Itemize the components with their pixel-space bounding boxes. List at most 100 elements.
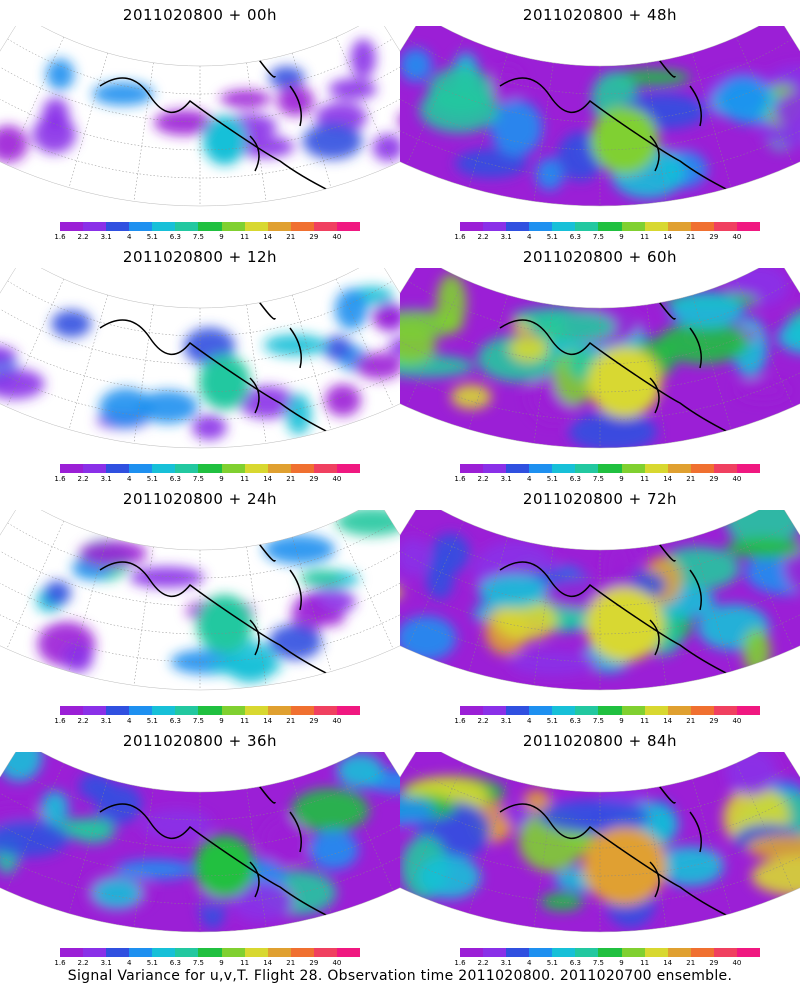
colorbar-label: 6.3 — [569, 475, 581, 483]
map-panel: 2011020800 + 12h 1.6 2.2 3.1 4 5.1 6.3 7.5 9 11 14… — [0, 242, 400, 484]
colorbar-swatch — [60, 706, 84, 715]
colorbar-swatch — [575, 948, 599, 957]
colorbar-swatch — [713, 706, 737, 715]
coastline — [99, 532, 331, 676]
colorbar-label: 9 — [619, 717, 624, 725]
colorbar-swatch — [575, 464, 599, 473]
colorbar-label: 5.1 — [546, 233, 558, 241]
colorbar-swatch — [313, 464, 337, 473]
colorbar-label: 2.2 — [477, 717, 489, 725]
colorbar-swatch — [552, 948, 576, 957]
colorbar-label: 40 — [732, 717, 742, 725]
map-panel: 2011020800 + 36h 1.6 2.2 3.1 4 5.1 6.3 7.5 9 11 14… — [0, 726, 400, 968]
colorbar-swatch — [529, 464, 553, 473]
colorbar-label: 3.1 — [500, 233, 512, 241]
colorbar-label: 1.6 — [54, 233, 66, 241]
colorbar-swatch — [221, 222, 245, 231]
colorbar-swatch — [713, 464, 737, 473]
colorbar-label: 7.5 — [592, 475, 605, 483]
colorbar-swatch — [552, 706, 576, 715]
colorbar — [460, 948, 761, 957]
colorbar-label: 40 — [332, 475, 342, 483]
colorbar-label: 3.1 — [100, 717, 112, 725]
colorbar-label: 4 — [526, 717, 532, 725]
colorbar-swatch — [244, 222, 268, 231]
map-plot — [400, 26, 800, 207]
colorbar-label: 5.1 — [146, 475, 158, 483]
colorbar-swatch — [506, 706, 530, 715]
colorbar-label: 3.1 — [100, 475, 112, 483]
colorbar-label: 3.1 — [500, 959, 512, 967]
colorbar-swatch — [529, 222, 553, 231]
colorbar-swatch — [221, 948, 245, 957]
map-plot — [0, 510, 400, 691]
colorbar-label: 1.6 — [454, 233, 466, 241]
colorbar-label: 6.3 — [569, 959, 581, 967]
colorbar-swatch — [267, 464, 291, 473]
figure-caption: Signal Variance for u,v,T. Flight 28. Ob… — [67, 968, 733, 984]
colorbar-label: 29 — [309, 233, 319, 241]
colorbar-swatch — [736, 222, 761, 231]
coastline — [499, 48, 731, 192]
colorbar-label: 21 — [286, 233, 296, 241]
map-panel: 2011020800 + 00h 1.6 2.2 3.1 4 5.1 6.3 7.5 9 11 14… — [0, 0, 400, 242]
panel-title: 2011020800 + 84h — [522, 732, 678, 750]
colorbar-swatch — [736, 464, 761, 473]
colorbar-label: 2.2 — [77, 959, 89, 967]
colorbar-label: 5.1 — [546, 475, 558, 483]
colorbar-swatch — [460, 222, 484, 231]
colorbar-label: 7.5 — [192, 233, 205, 241]
colorbar-swatch — [244, 948, 268, 957]
colorbar-swatch — [152, 948, 176, 957]
colorbar-label: 14 — [263, 475, 273, 483]
colorbar — [60, 464, 361, 473]
colorbar-label: 40 — [332, 717, 342, 725]
colorbar-label: 1.6 — [454, 959, 466, 967]
colorbar-swatch — [175, 464, 199, 473]
map-plot — [400, 510, 800, 691]
colorbar-swatch — [313, 222, 337, 231]
colorbar-label: 1.6 — [454, 475, 466, 483]
colorbar-swatch — [529, 948, 553, 957]
colorbar-label: 9 — [219, 233, 224, 241]
colorbar-label: 29 — [309, 717, 319, 725]
map-panel: 2011020800 + 72h 1.6 2.2 3.1 4 5.1 6.3 7.5 9 11 14… — [400, 484, 800, 726]
colorbar-swatch — [483, 222, 507, 231]
colorbar-label: 4 — [526, 959, 532, 967]
colorbar-label: 29 — [709, 475, 719, 483]
colorbar-label: 21 — [686, 959, 696, 967]
colorbar-label: 4 — [126, 717, 132, 725]
colorbar-label: 6.3 — [169, 233, 181, 241]
colorbar-swatch — [198, 706, 222, 715]
colorbar-label: 6.3 — [169, 717, 181, 725]
variance-field — [400, 752, 800, 932]
colorbar — [460, 222, 761, 231]
colorbar-swatch — [598, 948, 622, 957]
colorbar-swatch — [460, 948, 484, 957]
colorbar-swatch — [60, 464, 84, 473]
colorbar-swatch — [83, 222, 107, 231]
colorbar-label: 2.2 — [477, 959, 489, 967]
colorbar-label: 40 — [732, 959, 742, 967]
colorbar-swatch — [129, 464, 153, 473]
colorbar-swatch — [667, 706, 691, 715]
colorbar-swatch — [552, 464, 576, 473]
colorbar-swatch — [713, 948, 737, 957]
colorbar-label: 2.2 — [477, 233, 489, 241]
panel-title: 2011020800 + 24h — [122, 490, 278, 508]
colorbar-label: 4 — [126, 475, 132, 483]
colorbar-swatch — [175, 222, 199, 231]
colorbar-swatch — [198, 948, 222, 957]
variance-field — [400, 268, 800, 448]
colorbar-swatch — [667, 464, 691, 473]
colorbar-swatch — [267, 222, 291, 231]
coastline — [99, 290, 331, 434]
coastline — [499, 774, 731, 918]
colorbar-swatch — [129, 706, 153, 715]
colorbar-swatch — [598, 464, 622, 473]
colorbar-label: 14 — [263, 233, 273, 241]
colorbar-label: 14 — [663, 959, 673, 967]
colorbar-label: 6.3 — [569, 717, 581, 725]
colorbar-swatch — [690, 464, 714, 473]
colorbar-label: 9 — [219, 959, 224, 967]
